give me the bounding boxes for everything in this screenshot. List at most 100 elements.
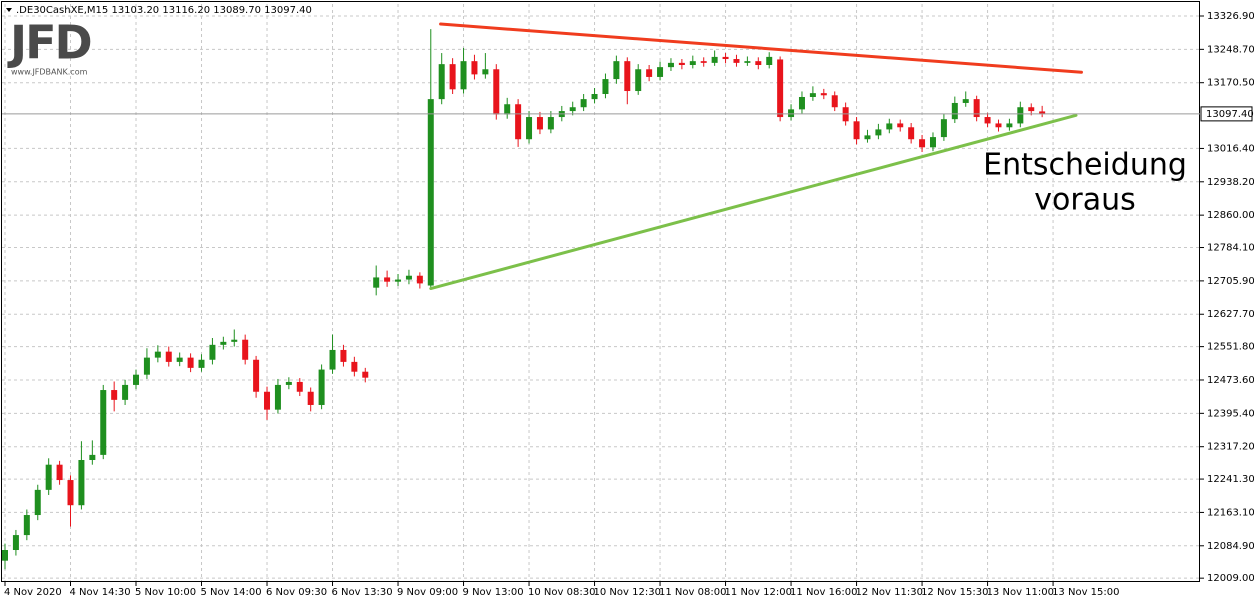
last-price-label: 13097.40 (1206, 109, 1254, 120)
candle-body (220, 341, 227, 345)
candle-body (864, 135, 871, 140)
candle-body (1039, 111, 1046, 114)
candle-body (962, 99, 969, 103)
candle-body (886, 123, 893, 130)
candle-body (416, 275, 423, 284)
x-tick-label: 4 Nov 2020 (4, 587, 62, 598)
annotation: voraus (1034, 183, 1135, 218)
y-tick-label: 12938.20 (1207, 177, 1254, 188)
candle-body (602, 79, 609, 95)
candle-body (569, 107, 576, 112)
candle-body (580, 99, 587, 108)
candle-body (646, 69, 653, 77)
candle-body (405, 275, 412, 280)
candle-body (809, 93, 816, 97)
y-tick-label: 12473.60 (1207, 375, 1254, 386)
y-tick-label: 12784.10 (1207, 243, 1254, 254)
candle-body (165, 351, 172, 362)
y-tick-label: 13326.90 (1207, 11, 1254, 22)
x-tick-label: 11 Nov 16:00 (790, 587, 857, 598)
candle-body (536, 117, 543, 130)
candle-body (897, 123, 904, 128)
candle-body (45, 464, 52, 490)
candle-body (318, 369, 325, 405)
logo-subtext: www.JFDBANK.com (11, 68, 88, 77)
y-tick-label: 13016.40 (1207, 143, 1254, 154)
x-tick-label: 4 Nov 14:30 (70, 587, 131, 598)
x-tick-label: 13 Nov 15:00 (1052, 587, 1119, 598)
y-tick-label: 12627.70 (1207, 309, 1254, 320)
candle-body (667, 62, 674, 68)
candle-body (820, 93, 827, 96)
candle-body (951, 102, 958, 120)
x-tick-label: 5 Nov 14:00 (201, 587, 262, 598)
candle-body (154, 351, 161, 358)
candle-body (929, 137, 936, 148)
candle-body (34, 489, 41, 516)
x-tick-label: 9 Nov 09:00 (397, 587, 458, 598)
candle-body (264, 391, 271, 410)
candle-body (253, 359, 260, 392)
candle-body (504, 104, 511, 115)
y-tick-label: 12009.00 (1207, 573, 1254, 584)
candle-body (89, 454, 96, 461)
y-tick-label: 12241.30 (1207, 474, 1254, 485)
x-tick-label: 9 Nov 13:00 (463, 587, 524, 598)
y-tick-label: 12395.40 (1207, 408, 1254, 419)
candle-body (973, 99, 980, 118)
candle-body (242, 339, 249, 360)
candle-body (733, 59, 740, 63)
x-tick-label: 13 Nov 11:00 (987, 587, 1054, 598)
x-tick-label: 6 Nov 13:30 (332, 587, 393, 598)
candle-body (460, 61, 467, 90)
candle-body (908, 127, 915, 140)
candle-body (133, 374, 140, 385)
x-tick-label: 12 Nov 11:30 (856, 587, 923, 598)
candle-body (482, 69, 489, 75)
candle-body (307, 391, 314, 405)
x-tick-label: 12 Nov 15:30 (921, 587, 988, 598)
candle-body (2, 550, 8, 561)
candle-body (427, 99, 434, 286)
candle-body (1006, 123, 1013, 128)
candle-body (689, 61, 696, 65)
y-tick-label: 12860.00 (1207, 210, 1254, 221)
candle-body (744, 61, 751, 63)
candle-body (493, 69, 500, 115)
annotation: Entscheidung (983, 148, 1187, 183)
candle-body (12, 535, 19, 551)
candle-body (853, 121, 860, 140)
candle-body (67, 480, 74, 506)
x-tick-label: 6 Nov 09:30 (266, 587, 327, 598)
y-tick-label: 12163.10 (1207, 507, 1254, 518)
candle-body (798, 96, 805, 110)
candle-body (122, 384, 129, 400)
candle-body (995, 123, 1002, 128)
candle-body (700, 61, 707, 63)
menu-arrow (6, 8, 12, 12)
candle-body (711, 56, 718, 63)
candle-body (187, 357, 194, 368)
candle-body (111, 390, 118, 400)
last-price-box (1200, 106, 1253, 122)
candle-body (362, 371, 369, 378)
candle-body (984, 117, 991, 124)
candle-body (209, 344, 216, 360)
candle-body (940, 119, 947, 138)
y-tick-label: 12705.90 (1207, 276, 1254, 287)
grid (2, 4, 1200, 582)
candle-body (78, 460, 85, 506)
y-tick-label: 12084.90 (1207, 541, 1254, 552)
candle-body (384, 277, 391, 282)
candle-body (755, 61, 762, 65)
candle-body (438, 64, 445, 100)
plot-frame (1, 1, 1200, 582)
candle-body (515, 104, 522, 140)
candle-body (635, 69, 642, 92)
x-tick-label: 11 Nov 08:00 (659, 587, 726, 598)
candle-body (395, 279, 402, 282)
candle-body (547, 117, 554, 130)
x-tick-label: 5 Nov 10:00 (135, 587, 196, 598)
